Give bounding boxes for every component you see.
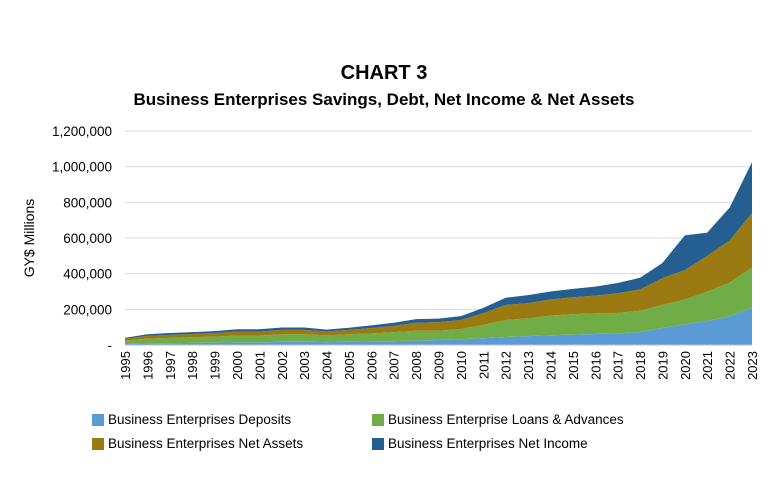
x-tick-label: 2003 bbox=[297, 351, 312, 380]
x-tick-label: 2022 bbox=[723, 351, 738, 380]
y-tick-label: - bbox=[108, 338, 113, 353]
x-tick-label: 2014 bbox=[543, 351, 558, 380]
legend-item: Business Enterprises Net Assets bbox=[92, 436, 303, 451]
y-tick-label: 1,200,000 bbox=[52, 124, 112, 139]
x-tick-label: 2008 bbox=[409, 351, 424, 380]
chart-subtitle: Business Enterprises Savings, Debt, Net … bbox=[133, 90, 635, 109]
x-tick-label: 2012 bbox=[499, 351, 514, 380]
x-tick-label: 2006 bbox=[364, 351, 379, 380]
x-tick-label: 2021 bbox=[700, 351, 715, 380]
legend-label: Business Enterprise Loans & Advances bbox=[388, 412, 624, 427]
y-tick-label: 200,000 bbox=[63, 302, 112, 317]
area-series-2 bbox=[125, 267, 752, 345]
legend-label: Business Enterprises Net Assets bbox=[108, 436, 304, 451]
chart-title: CHART 3 bbox=[340, 62, 428, 84]
legend-item: Business Enterprise Loans & Advances bbox=[372, 412, 624, 427]
area-series-1 bbox=[125, 307, 752, 345]
x-tick-label: 2013 bbox=[521, 351, 536, 380]
x-tick-label: 2011 bbox=[476, 351, 491, 379]
x-tick-label: 2020 bbox=[678, 351, 693, 380]
x-tick-label: 1999 bbox=[208, 351, 223, 380]
x-tick-label: 1997 bbox=[163, 351, 178, 380]
x-tick-label: 1995 bbox=[118, 351, 133, 380]
legend-label: Business Enterprises Deposits bbox=[108, 412, 292, 427]
y-axis-label: GY$ Millions bbox=[21, 199, 37, 278]
x-tick-label: 2005 bbox=[342, 351, 357, 380]
x-tick-label: 2010 bbox=[454, 351, 469, 380]
legend-label: Business Enterprises Net Income bbox=[388, 436, 588, 451]
x-tick-label: 2019 bbox=[655, 351, 670, 380]
legend-item: Business Enterprises Net Income bbox=[372, 436, 588, 451]
x-tick-label: 2007 bbox=[387, 351, 402, 380]
legend-swatch bbox=[92, 437, 104, 450]
x-tick-label: 2017 bbox=[611, 351, 626, 380]
y-tick-label: 400,000 bbox=[63, 267, 112, 282]
legend-item: Business Enterprises Deposits bbox=[92, 412, 291, 427]
legend-swatch bbox=[372, 437, 384, 450]
x-tick-label: 2016 bbox=[588, 351, 603, 380]
legend-swatch bbox=[372, 413, 384, 426]
x-tick-label: 1996 bbox=[140, 351, 155, 380]
x-tick-label: 2023 bbox=[745, 351, 760, 380]
y-tick-label: 1,000,000 bbox=[52, 160, 112, 175]
x-tick-label: 2002 bbox=[275, 351, 290, 380]
area-series-3 bbox=[125, 213, 752, 341]
x-tick-label: 1998 bbox=[185, 351, 200, 380]
area-series-4 bbox=[125, 162, 752, 339]
x-tick-label: 2000 bbox=[230, 351, 245, 380]
x-tick-label: 2018 bbox=[633, 351, 648, 380]
x-tick-label: 2001 bbox=[252, 351, 267, 380]
legend-swatch bbox=[92, 413, 104, 426]
x-tick-label: 2004 bbox=[320, 351, 335, 380]
x-tick-label: 2015 bbox=[566, 351, 581, 380]
y-tick-label: 800,000 bbox=[63, 195, 112, 210]
x-tick-label: 2009 bbox=[432, 351, 447, 380]
y-tick-label: 600,000 bbox=[63, 231, 112, 246]
